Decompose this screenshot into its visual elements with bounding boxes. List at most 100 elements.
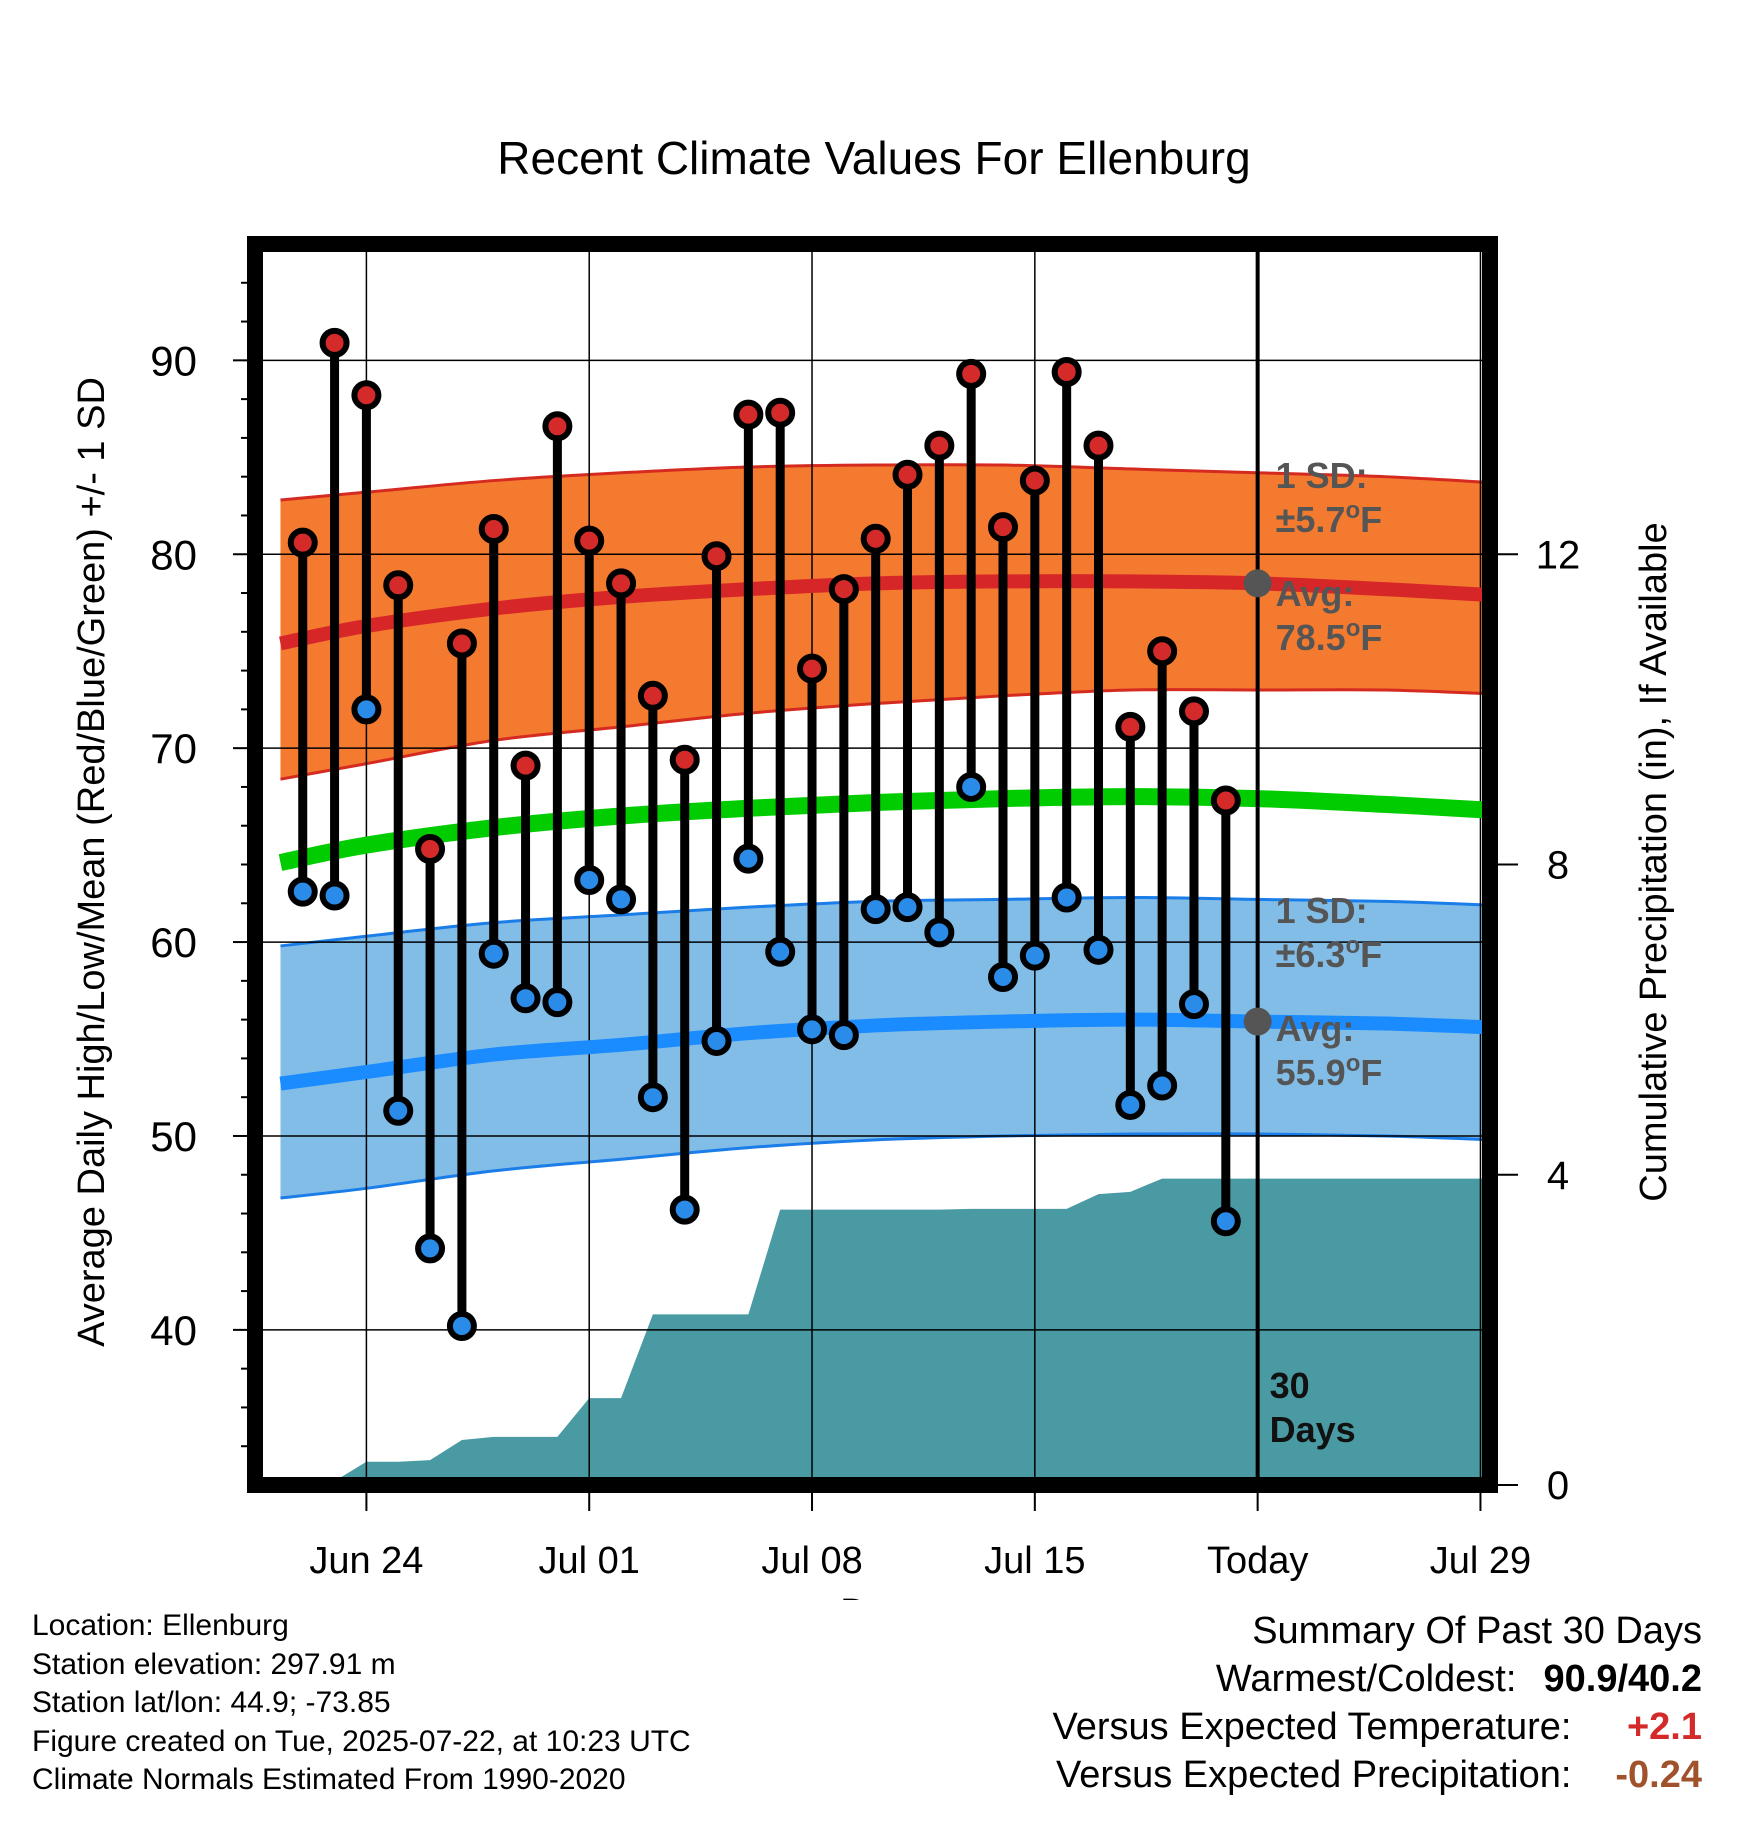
summary-warmest-row: Warmest/Coldest: 90.9/40.2 [1053,1655,1702,1703]
daily-high-point [287,527,318,558]
daily-low-point [574,865,605,896]
daily-high-point [446,628,477,659]
daily-high-point [606,568,637,599]
y2-axis-label: Cumulative Precipitation (in), If Availa… [1633,522,1675,1201]
precip-cumulative-area [302,1178,1490,1485]
low-average-line [279,1012,1491,1091]
y-tick-label: 80 [150,531,197,578]
daily-high-point [701,541,732,572]
y-tick-label: 60 [150,919,197,966]
x-tick-label: Jul 01 [539,1540,640,1582]
daily-high-point [1147,636,1178,667]
daily-low-point [828,1020,859,1051]
summary-panel: Summary Of Past 30 Days Warmest/Coldest:… [1053,1607,1702,1799]
y-tick-label: 70 [150,725,197,772]
y-axis-label: Average Daily High/Low/Mean (Red/Blue/Gr… [71,377,113,1347]
daily-low-point [1147,1070,1178,1101]
latlon-text: Station lat/lon: 44.9; -73.85 [32,1686,391,1719]
daily-low-point [542,987,573,1018]
daily-high-point [669,744,700,775]
daily-high-point [860,523,891,554]
daily-high-point [733,399,764,430]
y2-tick-label: 0 [1547,1464,1569,1508]
high-sd-upper-edge [280,463,1491,502]
x-tick-label: Jul 29 [1430,1540,1531,1582]
summary-precip-row: Versus Expected Precipitation: -0.24 [1053,1751,1702,1799]
daily-high-point [510,750,541,781]
summary-temp-row: Versus Expected Temperature: +2.1 [1053,1703,1702,1751]
daily-high-point [1210,785,1241,816]
daily-low-point [1178,989,1209,1020]
climate-chart: Recent Climate Values For Ellenburg 1 SD… [71,132,1675,1600]
daily-low-point [478,938,509,969]
x-tick-label: Jul 08 [761,1540,862,1582]
y-tick-label: 90 [150,337,197,384]
daily-low-point [1019,940,1050,971]
location-text: Location: Ellenburg [32,1609,289,1642]
daily-high-point [1083,430,1114,461]
x-tick-label: Jun 24 [309,1540,423,1582]
y2-tick-label: 12 [1536,533,1581,577]
daily-high-point [892,459,923,490]
chart-title: Recent Climate Values For Ellenburg [497,132,1250,184]
warmest-value: 90.9/40.2 [1543,1658,1702,1700]
elevation-text: Station elevation: 297.91 m [32,1647,396,1681]
days-count-label: 30 [1270,1365,1310,1406]
daily-high-point [924,430,955,461]
precip-value: -0.24 [1615,1754,1702,1796]
daily-low-point [637,1082,668,1113]
daily-low-point [765,936,796,967]
daily-high-point [828,574,859,605]
precip-area-layer [302,1178,1490,1485]
daily-low-point [924,917,955,948]
temp-label: Versus Expected Temperature: [1052,1706,1572,1748]
daily-high-point [383,570,414,601]
daily-low-point [956,771,987,802]
low-sd-lower-edge [280,1132,1491,1200]
high-avg-value: 78.5oF [1276,615,1383,658]
today-high-normal-marker [1243,569,1272,598]
daily-low-point [1083,934,1114,965]
daily-high-point [351,380,382,411]
normals-text: Climate Normals Estimated From 1990-2020 [32,1763,626,1796]
daily-low-point [1051,882,1082,913]
days-word-label: Days [1270,1409,1356,1450]
temp-value: +2.1 [1626,1706,1702,1748]
high-sd-label: 1 SD: [1276,455,1368,496]
daily-low-point [860,894,891,925]
x-tick-label: Jul 15 [984,1540,1085,1582]
daily-high-point [1019,465,1050,496]
summary-title: Summary Of Past 30 Days [1252,1610,1702,1652]
daily-low-point [733,843,764,874]
daily-low-point [415,1233,446,1264]
created-text: Figure created on Tue, 2025-07-22, at 10… [32,1724,691,1758]
daily-high-point [637,680,668,711]
x-axis-label: Day [840,1592,908,1600]
daily-low-point [669,1194,700,1225]
daily-low-point [319,880,350,911]
daily-high-point [1115,711,1146,742]
daily-low-point [1115,1089,1146,1120]
high-avg-label: Avg: [1276,573,1355,614]
today-low-normal-marker [1243,1007,1272,1036]
precip-label: Versus Expected Precipitation: [1056,1754,1572,1796]
daily-low-point [797,1014,828,1045]
daily-low-point [988,961,1019,992]
daily-low-point [701,1025,732,1056]
daily-high-point [956,358,987,389]
daily-high-point [574,525,605,556]
low-sd-band [280,897,1491,1199]
daily-low-point [287,876,318,907]
station-info: Location: Ellenburg Station elevation: 2… [32,1607,691,1800]
y2-tick-label: 8 [1547,844,1569,888]
y2-tick-label: 4 [1547,1154,1569,1198]
warmest-label: Warmest/Coldest: [1215,1658,1517,1700]
daily-high-point [797,653,828,684]
plot-frame [247,236,1498,1493]
high-sd-value: ±5.7oF [1276,497,1382,540]
daily-low-point [351,694,382,725]
daily-high-point [765,397,796,428]
low-avg-value: 55.9oF [1276,1050,1383,1093]
y-tick-label: 50 [150,1113,197,1160]
daily-observations-layer [287,327,1241,1341]
